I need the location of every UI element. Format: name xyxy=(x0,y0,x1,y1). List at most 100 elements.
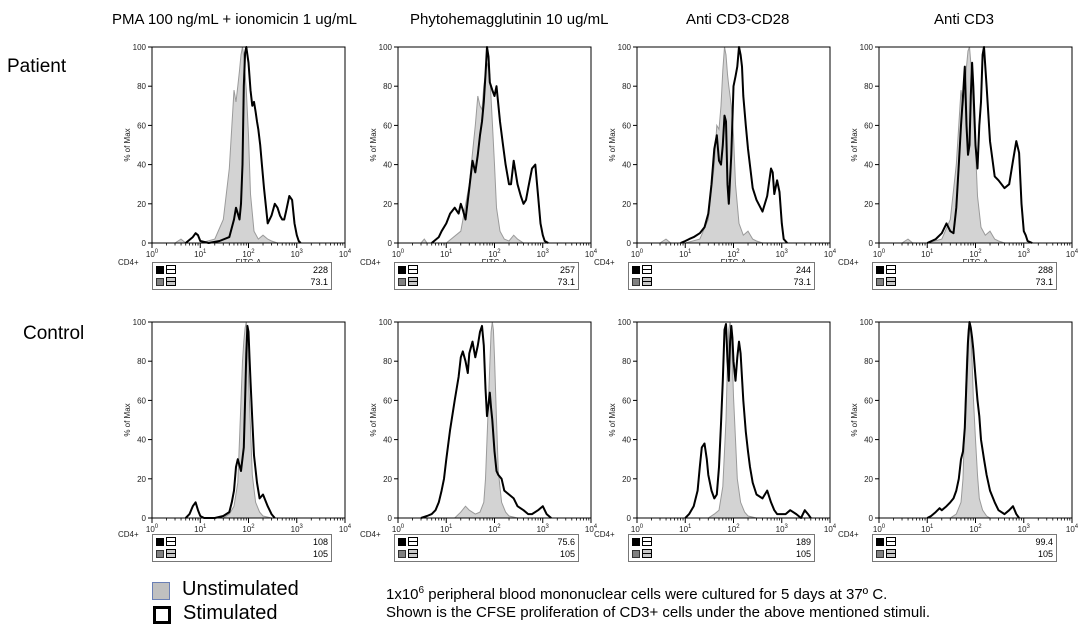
cd4-gate-label: CD4+ xyxy=(594,258,615,267)
histogram-glyph-icon xyxy=(408,549,418,558)
histogram-glyph-icon xyxy=(642,277,652,286)
y-tick-label: 100 xyxy=(860,43,874,52)
note-superscript: 6 xyxy=(418,585,425,596)
stimulated-median-value: 75.6 xyxy=(557,537,575,547)
unstimulated-median-value: 105 xyxy=(559,549,575,559)
stimulated-color-swatch xyxy=(156,266,164,274)
cd4-gate-label: CD4+ xyxy=(118,258,139,267)
note-prefix: 1x10 xyxy=(386,586,419,603)
unstimulated-median-value: 73.1 xyxy=(310,277,328,287)
y-axis-label: % of Max xyxy=(850,403,859,436)
unstimulated-stats-row: 105 xyxy=(398,549,581,560)
stimulated-histogram-line xyxy=(420,324,552,519)
x-tick-label: 103 xyxy=(291,249,304,259)
y-tick-label: 40 xyxy=(137,161,146,170)
y-tick-label: 0 xyxy=(869,239,874,248)
histogram-control-0: 020406080100100101102103104FITC-A% of Ma… xyxy=(123,318,352,542)
y-tick-label: 0 xyxy=(142,239,147,248)
y-tick-label: 20 xyxy=(137,475,146,484)
stimulated-stats-row: 108 xyxy=(156,537,334,548)
x-tick-label: 104 xyxy=(824,249,837,259)
x-tick-label: 102 xyxy=(969,524,982,534)
y-tick-label: 60 xyxy=(622,396,631,405)
y-tick-label: 20 xyxy=(622,200,631,209)
x-tick-label: 100 xyxy=(631,524,644,534)
unstimulated-histogram xyxy=(419,62,532,244)
x-tick-label: 100 xyxy=(392,524,405,534)
x-tick-label: 104 xyxy=(339,249,352,259)
y-tick-label: 60 xyxy=(137,121,146,130)
unstimulated-stats-row: 73.1 xyxy=(156,277,334,288)
y-axis-label: % of Max xyxy=(608,403,617,436)
unstimulated-median-value: 105 xyxy=(1037,549,1053,559)
histogram-glyph-icon xyxy=(642,265,652,274)
x-tick-label: 104 xyxy=(824,524,837,534)
cd4-gate-label: CD4+ xyxy=(838,530,859,539)
x-tick-label: 103 xyxy=(1018,524,1031,534)
x-tick-label: 104 xyxy=(585,249,598,259)
y-tick-label: 80 xyxy=(864,357,873,366)
stimulated-median-value: 257 xyxy=(559,265,575,275)
stimulated-color-swatch xyxy=(632,538,640,546)
y-tick-label: 0 xyxy=(388,514,393,523)
stimulated-histogram-line xyxy=(684,323,812,519)
stimulated-histogram-line xyxy=(680,46,788,244)
unstimulated-histogram xyxy=(941,321,999,519)
unstimulated-stats-row: 105 xyxy=(876,549,1059,560)
x-tick-label: 103 xyxy=(291,524,304,534)
unstimulated-histogram xyxy=(900,46,1013,244)
stimulated-color-swatch xyxy=(632,266,640,274)
x-tick-label: 103 xyxy=(537,524,550,534)
cd4-gate-label: CD4+ xyxy=(360,258,381,267)
unstimulated-color-swatch xyxy=(398,550,406,558)
stimulated-color-swatch xyxy=(876,266,884,274)
x-tick-label: 102 xyxy=(488,249,501,259)
y-tick-label: 60 xyxy=(864,396,873,405)
y-axis-label: % of Max xyxy=(850,128,859,161)
cd4-gate-label: CD4+ xyxy=(838,258,859,267)
stimulated-median-value: 189 xyxy=(795,537,811,547)
x-tick-label: 101 xyxy=(921,249,934,259)
x-tick-label: 103 xyxy=(776,524,789,534)
stimulated-stats-row: 75.6 xyxy=(398,537,581,548)
x-tick-label: 100 xyxy=(392,249,405,259)
y-tick-label: 20 xyxy=(137,200,146,209)
unstimulated-color-swatch xyxy=(398,278,406,286)
y-tick-label: 80 xyxy=(622,82,631,91)
histogram-glyph-icon xyxy=(886,549,896,558)
histogram-control-2: 020406080100100101102103104FITC-A% of Ma… xyxy=(608,318,837,542)
stimulated-histogram-line xyxy=(184,324,276,519)
x-tick-label: 103 xyxy=(1018,249,1031,259)
stats-legend-box: 189 105 xyxy=(628,534,815,562)
y-tick-label: 100 xyxy=(860,318,874,327)
x-tick-label: 101 xyxy=(679,524,692,534)
stimulated-color-swatch xyxy=(876,538,884,546)
stimulated-color-swatch xyxy=(156,538,164,546)
stimulated-histogram-line xyxy=(926,321,1020,519)
unstimulated-stats-row: 105 xyxy=(632,549,817,560)
stimulated-stats-row: 244 xyxy=(632,265,817,276)
y-tick-label: 0 xyxy=(142,514,147,523)
y-tick-label: 60 xyxy=(383,121,392,130)
histogram-glyph-icon xyxy=(166,549,176,558)
x-tick-label: 100 xyxy=(873,524,886,534)
row-label-patient: Patient xyxy=(7,56,67,77)
y-tick-label: 0 xyxy=(627,514,632,523)
x-tick-label: 101 xyxy=(921,524,934,534)
stats-legend-box: 244 73.1 xyxy=(628,262,815,290)
y-tick-label: 100 xyxy=(618,318,632,327)
method-note-line2: Shown is the CFSE proliferation of CD3+ … xyxy=(386,604,931,621)
stimulated-stats-row: 189 xyxy=(632,537,817,548)
column-title-anti-cd3: Anti CD3 xyxy=(934,11,995,28)
y-tick-label: 100 xyxy=(379,318,393,327)
stats-legend-box: 75.6 105 xyxy=(394,534,579,562)
unstimulated-color-swatch xyxy=(632,278,640,286)
y-tick-label: 100 xyxy=(133,43,147,52)
x-tick-label: 104 xyxy=(585,524,598,534)
y-axis-label: % of Max xyxy=(608,128,617,161)
x-tick-label: 104 xyxy=(1066,524,1079,534)
unstimulated-median-value: 73.1 xyxy=(793,277,811,287)
cd4-gate-label: CD4+ xyxy=(360,530,381,539)
x-tick-label: 103 xyxy=(537,249,550,259)
stimulated-median-value: 108 xyxy=(312,537,328,547)
